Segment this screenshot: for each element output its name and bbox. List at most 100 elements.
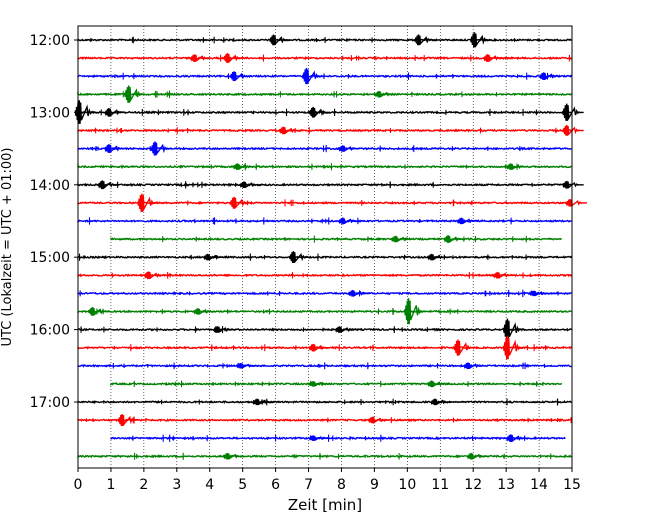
seismic-event <box>456 217 479 225</box>
trace-1500 <box>77 251 573 264</box>
seismic-event <box>562 103 584 121</box>
seismic-event <box>97 180 120 190</box>
x-tick-label: 2 <box>139 477 148 493</box>
x-tick-label: 0 <box>74 477 83 493</box>
seismic-event <box>104 107 126 117</box>
seismic-event <box>189 54 212 62</box>
trace-1300 <box>74 100 584 124</box>
trace-1715 <box>77 414 572 426</box>
trace-line <box>77 327 572 332</box>
seismic-event <box>562 180 584 189</box>
seismic-event <box>367 416 390 424</box>
x-tick-label: 8 <box>337 477 346 493</box>
seismic-traces <box>74 32 587 460</box>
trace-1600 <box>77 318 572 341</box>
trace-1415 <box>77 193 587 212</box>
seismic-event <box>338 145 360 152</box>
y-axis-ticks: 12:00 13:00 14:00 15:00 16:00 17:00 <box>30 33 78 411</box>
trace-1400 <box>77 180 584 190</box>
trace-line <box>110 237 563 242</box>
trace-line <box>110 436 566 441</box>
x-tick-label: 15 <box>563 477 581 493</box>
seismic-event <box>236 362 258 369</box>
trace-line <box>110 381 563 386</box>
trace-1215 <box>77 53 573 63</box>
seismic-event <box>232 163 255 170</box>
trace-1615 <box>77 335 572 360</box>
seismic-event <box>308 380 331 387</box>
x-tick-label: 10 <box>398 477 416 493</box>
seismic-event <box>229 71 252 81</box>
seismic-event <box>502 318 525 341</box>
seismic-event <box>427 253 449 261</box>
seismic-event <box>403 298 426 325</box>
seismic-event <box>539 72 561 80</box>
trace-line <box>77 255 573 260</box>
seismic-event <box>347 290 370 297</box>
x-tick-label: 14 <box>530 477 548 493</box>
seismic-event <box>212 326 235 333</box>
seismic-event <box>278 126 301 135</box>
trace-1245 <box>77 85 572 103</box>
seismic-event <box>268 34 291 46</box>
seismic-event <box>117 414 140 426</box>
trace-1430 <box>77 217 572 225</box>
trace-1230 <box>77 67 573 85</box>
x-tick-label: 4 <box>205 477 214 493</box>
trace-line <box>77 218 572 224</box>
seismic-event <box>463 362 485 370</box>
y-tick-label: 17:00 <box>30 395 70 411</box>
seismic-event <box>288 251 311 264</box>
seismic-event <box>466 452 489 460</box>
seismic-event <box>301 67 324 85</box>
seismic-event <box>502 335 525 360</box>
x-tick-label: 6 <box>271 477 280 493</box>
trace-line <box>77 309 572 314</box>
trace-line <box>77 291 572 296</box>
seismic-event <box>453 339 475 356</box>
trace-1200 <box>77 32 572 48</box>
seismic-event <box>427 380 449 388</box>
seismic-event <box>506 434 528 442</box>
plot-border <box>77 25 573 469</box>
x-tick-label: 5 <box>238 477 247 493</box>
trace-line <box>77 399 572 405</box>
seismic-event <box>492 271 515 279</box>
trace-1345 <box>77 163 572 171</box>
seismic-event <box>203 253 225 261</box>
seismic-event <box>390 235 413 243</box>
y-tick-label: 16:00 <box>30 323 70 339</box>
seismic-event <box>74 100 97 124</box>
seismic-event <box>229 196 252 209</box>
plot-area <box>78 26 572 468</box>
x-tick-label: 7 <box>304 477 313 493</box>
x-tick-label: 12 <box>464 477 482 493</box>
seismic-event <box>193 308 215 315</box>
x-axis-label: Zeit [min] <box>288 496 362 514</box>
y-tick-label: 13:00 <box>30 105 70 121</box>
trace-1645 <box>110 380 563 388</box>
trace-1445 <box>110 235 563 243</box>
trace-line <box>77 200 572 206</box>
trace-1315 <box>77 124 584 136</box>
seismic-event <box>143 271 166 280</box>
trace-line <box>77 128 572 133</box>
seismic-event <box>222 452 245 460</box>
seismic-event <box>150 141 172 156</box>
y-tick-label: 15:00 <box>30 250 70 266</box>
seismic-event <box>252 398 275 406</box>
seismic-event <box>338 217 360 225</box>
trace-line <box>77 454 572 459</box>
y-tick-label: 14:00 <box>30 178 70 194</box>
x-tick-label: 1 <box>106 477 115 493</box>
x-tick-label: 13 <box>497 477 515 493</box>
x-tick-label: 11 <box>431 477 449 493</box>
seismic-event <box>430 398 452 406</box>
seismic-event <box>137 193 159 212</box>
trace-line <box>77 91 572 97</box>
seismic-event <box>308 434 331 442</box>
x-tick-label: 9 <box>370 477 379 493</box>
x-axis-ticks: 0 1 2 3 4 5 6 7 8 9 10 11 12 13 14 15 <box>74 468 581 493</box>
trace-line <box>77 418 572 423</box>
